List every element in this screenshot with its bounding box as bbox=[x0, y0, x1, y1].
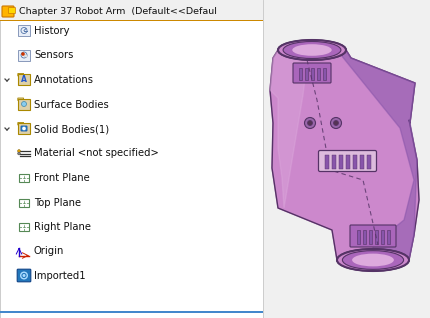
Polygon shape bbox=[341, 50, 417, 260]
Ellipse shape bbox=[353, 254, 393, 266]
FancyBboxPatch shape bbox=[18, 74, 30, 85]
Ellipse shape bbox=[337, 249, 409, 271]
Text: A: A bbox=[21, 75, 27, 85]
Ellipse shape bbox=[352, 254, 394, 266]
Circle shape bbox=[22, 101, 27, 107]
Text: Front Plane: Front Plane bbox=[34, 173, 90, 183]
Ellipse shape bbox=[342, 251, 404, 269]
Ellipse shape bbox=[284, 42, 340, 58]
Bar bbox=[360, 155, 364, 169]
Circle shape bbox=[21, 52, 25, 56]
Bar bbox=[339, 155, 343, 169]
Text: Surface Bodies: Surface Bodies bbox=[34, 100, 109, 109]
Circle shape bbox=[18, 150, 20, 152]
FancyBboxPatch shape bbox=[293, 63, 331, 83]
Bar bbox=[381, 230, 384, 244]
Circle shape bbox=[18, 152, 20, 155]
Ellipse shape bbox=[337, 249, 409, 271]
Bar bbox=[363, 230, 366, 244]
Bar bbox=[353, 155, 357, 169]
Text: History: History bbox=[34, 26, 70, 36]
Bar bbox=[332, 155, 336, 169]
Circle shape bbox=[21, 52, 27, 58]
Bar bbox=[387, 230, 390, 244]
FancyBboxPatch shape bbox=[2, 6, 14, 17]
Bar bbox=[375, 230, 378, 244]
FancyBboxPatch shape bbox=[18, 122, 24, 125]
Bar bbox=[0, 0, 263, 20]
Text: Right Plane: Right Plane bbox=[34, 222, 91, 232]
FancyBboxPatch shape bbox=[319, 150, 377, 171]
Circle shape bbox=[22, 127, 26, 130]
Bar bbox=[346, 155, 350, 169]
Circle shape bbox=[334, 121, 338, 126]
Bar bbox=[0, 311, 263, 313]
FancyBboxPatch shape bbox=[18, 73, 24, 76]
Bar bbox=[357, 230, 360, 244]
FancyBboxPatch shape bbox=[21, 126, 27, 131]
Ellipse shape bbox=[293, 45, 331, 56]
FancyBboxPatch shape bbox=[17, 269, 31, 282]
FancyBboxPatch shape bbox=[350, 225, 396, 247]
Text: Sensors: Sensors bbox=[34, 51, 74, 60]
Ellipse shape bbox=[344, 251, 402, 269]
Polygon shape bbox=[270, 50, 308, 208]
Text: Chapter 37 Robot Arm  (Default<<Defaul: Chapter 37 Robot Arm (Default<<Defaul bbox=[19, 6, 217, 16]
Bar bbox=[0, 0, 263, 318]
Ellipse shape bbox=[283, 42, 341, 59]
Circle shape bbox=[25, 55, 27, 57]
Circle shape bbox=[331, 117, 341, 128]
Ellipse shape bbox=[278, 40, 346, 60]
Bar bbox=[323, 68, 326, 80]
Text: Annotations: Annotations bbox=[34, 75, 94, 85]
Circle shape bbox=[22, 274, 25, 277]
Bar bbox=[367, 155, 371, 169]
Text: Material <not specified>: Material <not specified> bbox=[34, 149, 159, 158]
Bar bbox=[325, 155, 329, 169]
Bar bbox=[369, 230, 372, 244]
FancyBboxPatch shape bbox=[18, 123, 30, 134]
Bar bbox=[18, 25, 30, 36]
Circle shape bbox=[304, 117, 316, 128]
FancyBboxPatch shape bbox=[18, 99, 30, 109]
Bar bbox=[317, 68, 320, 80]
Circle shape bbox=[307, 121, 313, 126]
Text: Solid Bodies(1): Solid Bodies(1) bbox=[34, 124, 109, 134]
Text: Imported1: Imported1 bbox=[34, 271, 86, 281]
FancyBboxPatch shape bbox=[9, 8, 15, 13]
Bar bbox=[18, 50, 30, 60]
FancyBboxPatch shape bbox=[18, 98, 24, 100]
Polygon shape bbox=[270, 50, 419, 260]
Bar bbox=[299, 68, 302, 80]
Ellipse shape bbox=[278, 40, 346, 60]
Text: Top Plane: Top Plane bbox=[34, 197, 81, 208]
Bar bbox=[0, 20, 263, 21]
Ellipse shape bbox=[292, 44, 332, 56]
Text: Origin: Origin bbox=[34, 246, 64, 257]
Bar bbox=[305, 68, 308, 80]
Bar bbox=[311, 68, 314, 80]
